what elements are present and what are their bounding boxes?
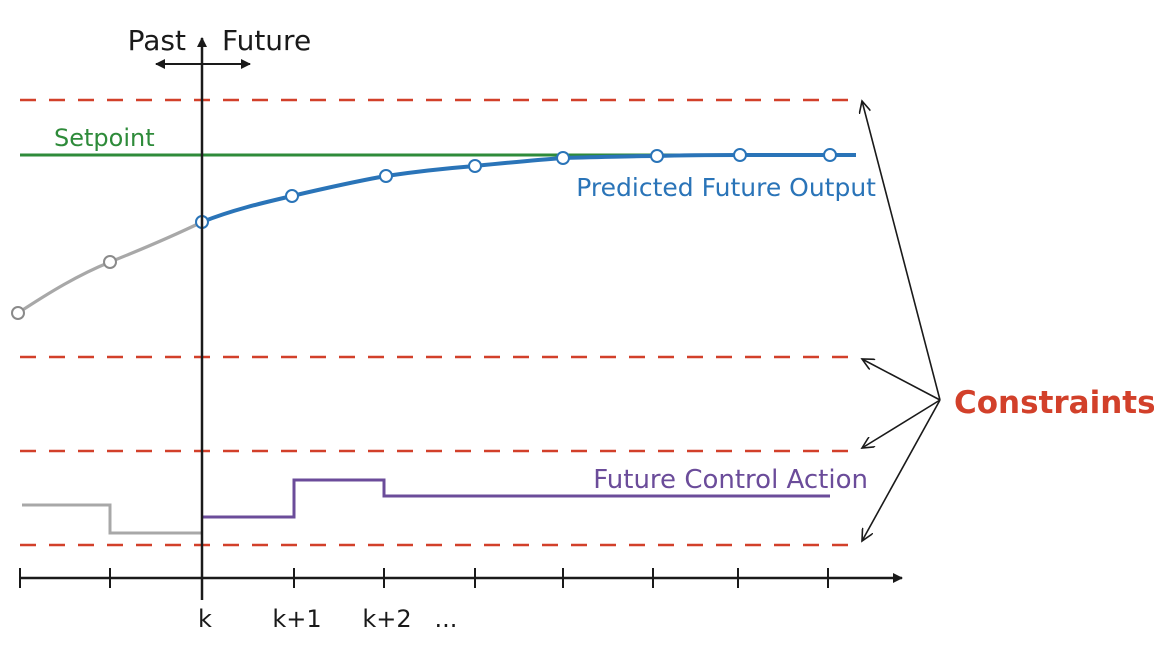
- constraint-pointer: [862, 399, 941, 541]
- predicted-output-samples: [195, 148, 837, 229]
- constraint-pointer: [862, 399, 941, 448]
- constraint-pointers: [862, 101, 941, 541]
- constraints-label: Constraints: [954, 385, 1154, 421]
- constraint-pointer: [862, 359, 941, 401]
- setpoint-label: Setpoint: [54, 124, 155, 152]
- predicted-sample-point: [823, 148, 837, 162]
- predicted-sample-point: [733, 148, 747, 162]
- past-control-action-step: [22, 503, 202, 535]
- tick-label-k-plus-1: k+1: [272, 605, 321, 633]
- predicted-sample-point: [556, 151, 570, 165]
- past-output-samples: [11, 255, 117, 320]
- tick-label-ellipsis: ...: [435, 605, 458, 633]
- predicted-sample-point: [468, 159, 482, 173]
- constraint-lines: [20, 98, 858, 547]
- tick-label-k: k: [198, 605, 212, 633]
- tick-label-k-plus-2: k+2: [362, 605, 411, 633]
- predicted-output-label: Predicted Future Output: [576, 173, 876, 202]
- future-control-action-step: [202, 478, 830, 519]
- past-label: Past: [128, 24, 186, 57]
- past-sample-point: [103, 255, 117, 269]
- constraint-pointer: [862, 101, 941, 401]
- past-sample-point: [11, 306, 25, 320]
- future-label: Future: [222, 24, 311, 57]
- time-axis: [19, 568, 903, 588]
- predicted-sample-point: [285, 189, 299, 203]
- control-action-label: Future Control Action: [593, 465, 868, 495]
- predicted-sample-point: [379, 169, 393, 183]
- predicted-sample-point: [650, 149, 664, 163]
